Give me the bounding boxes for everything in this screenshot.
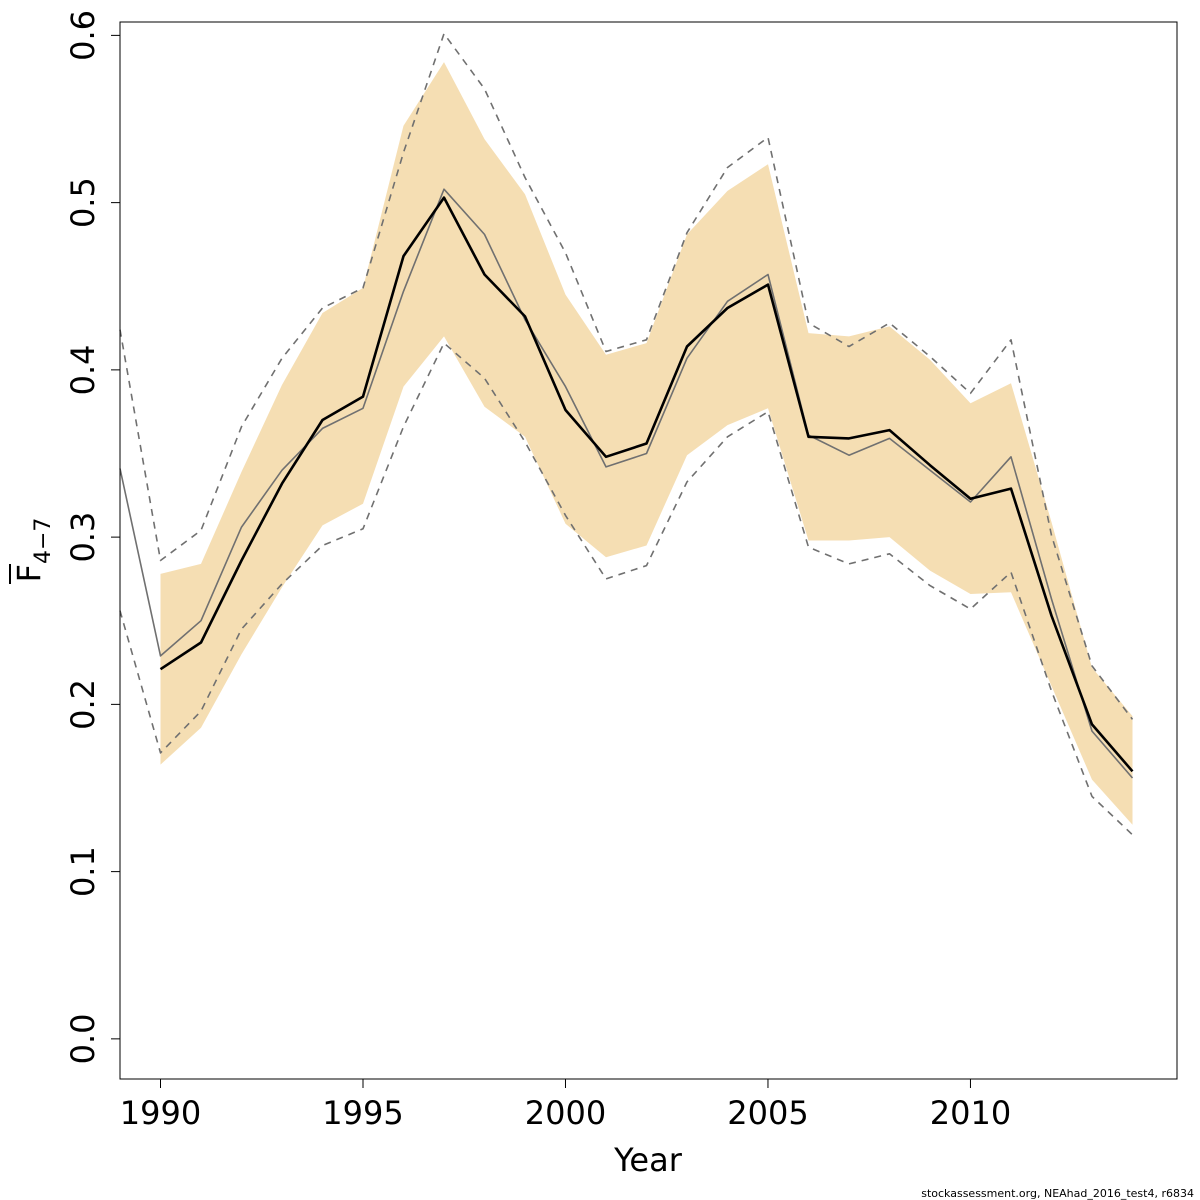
x-tick-label: 2000	[525, 1094, 606, 1132]
y-tick-label: 0.6	[64, 10, 102, 61]
y-tick-label: 0.2	[64, 679, 102, 730]
footer-credit: stockassessment.org, NEAhad_2016_test4, …	[921, 1187, 1194, 1200]
y-axis-title-subscript: 4−7	[31, 518, 56, 564]
y-tick-label: 0.3	[64, 512, 102, 563]
series-layer	[119, 32, 1134, 836]
y-axis-title-main: F	[10, 564, 48, 582]
y-tick-label: 0.0	[64, 1013, 102, 1064]
y-axis: 0.0 0.1 0.2 0.3 0.4 0.5 0.6	[64, 10, 121, 1064]
previous-line	[119, 188, 1134, 779]
x-tick-label: 1990	[120, 1094, 201, 1132]
previous-lower-ci-line	[119, 342, 1134, 836]
y-axis-title-group: F4−7	[9, 518, 56, 584]
x-tick-label: 1995	[322, 1094, 403, 1132]
x-axis: 1990 1995 2000 2005 2010	[120, 1078, 1011, 1132]
y-axis-title: F4−7	[10, 518, 56, 583]
x-axis-title: Year	[613, 1141, 683, 1179]
previous-upper-ci-line	[119, 32, 1134, 720]
y-tick-label: 0.1	[64, 846, 102, 897]
y-tick-label: 0.5	[64, 177, 102, 228]
y-tick-label: 0.4	[64, 344, 102, 395]
x-tick-label: 2010	[930, 1094, 1011, 1132]
estimate-line	[159, 196, 1134, 773]
x-tick-label: 2005	[727, 1094, 808, 1132]
